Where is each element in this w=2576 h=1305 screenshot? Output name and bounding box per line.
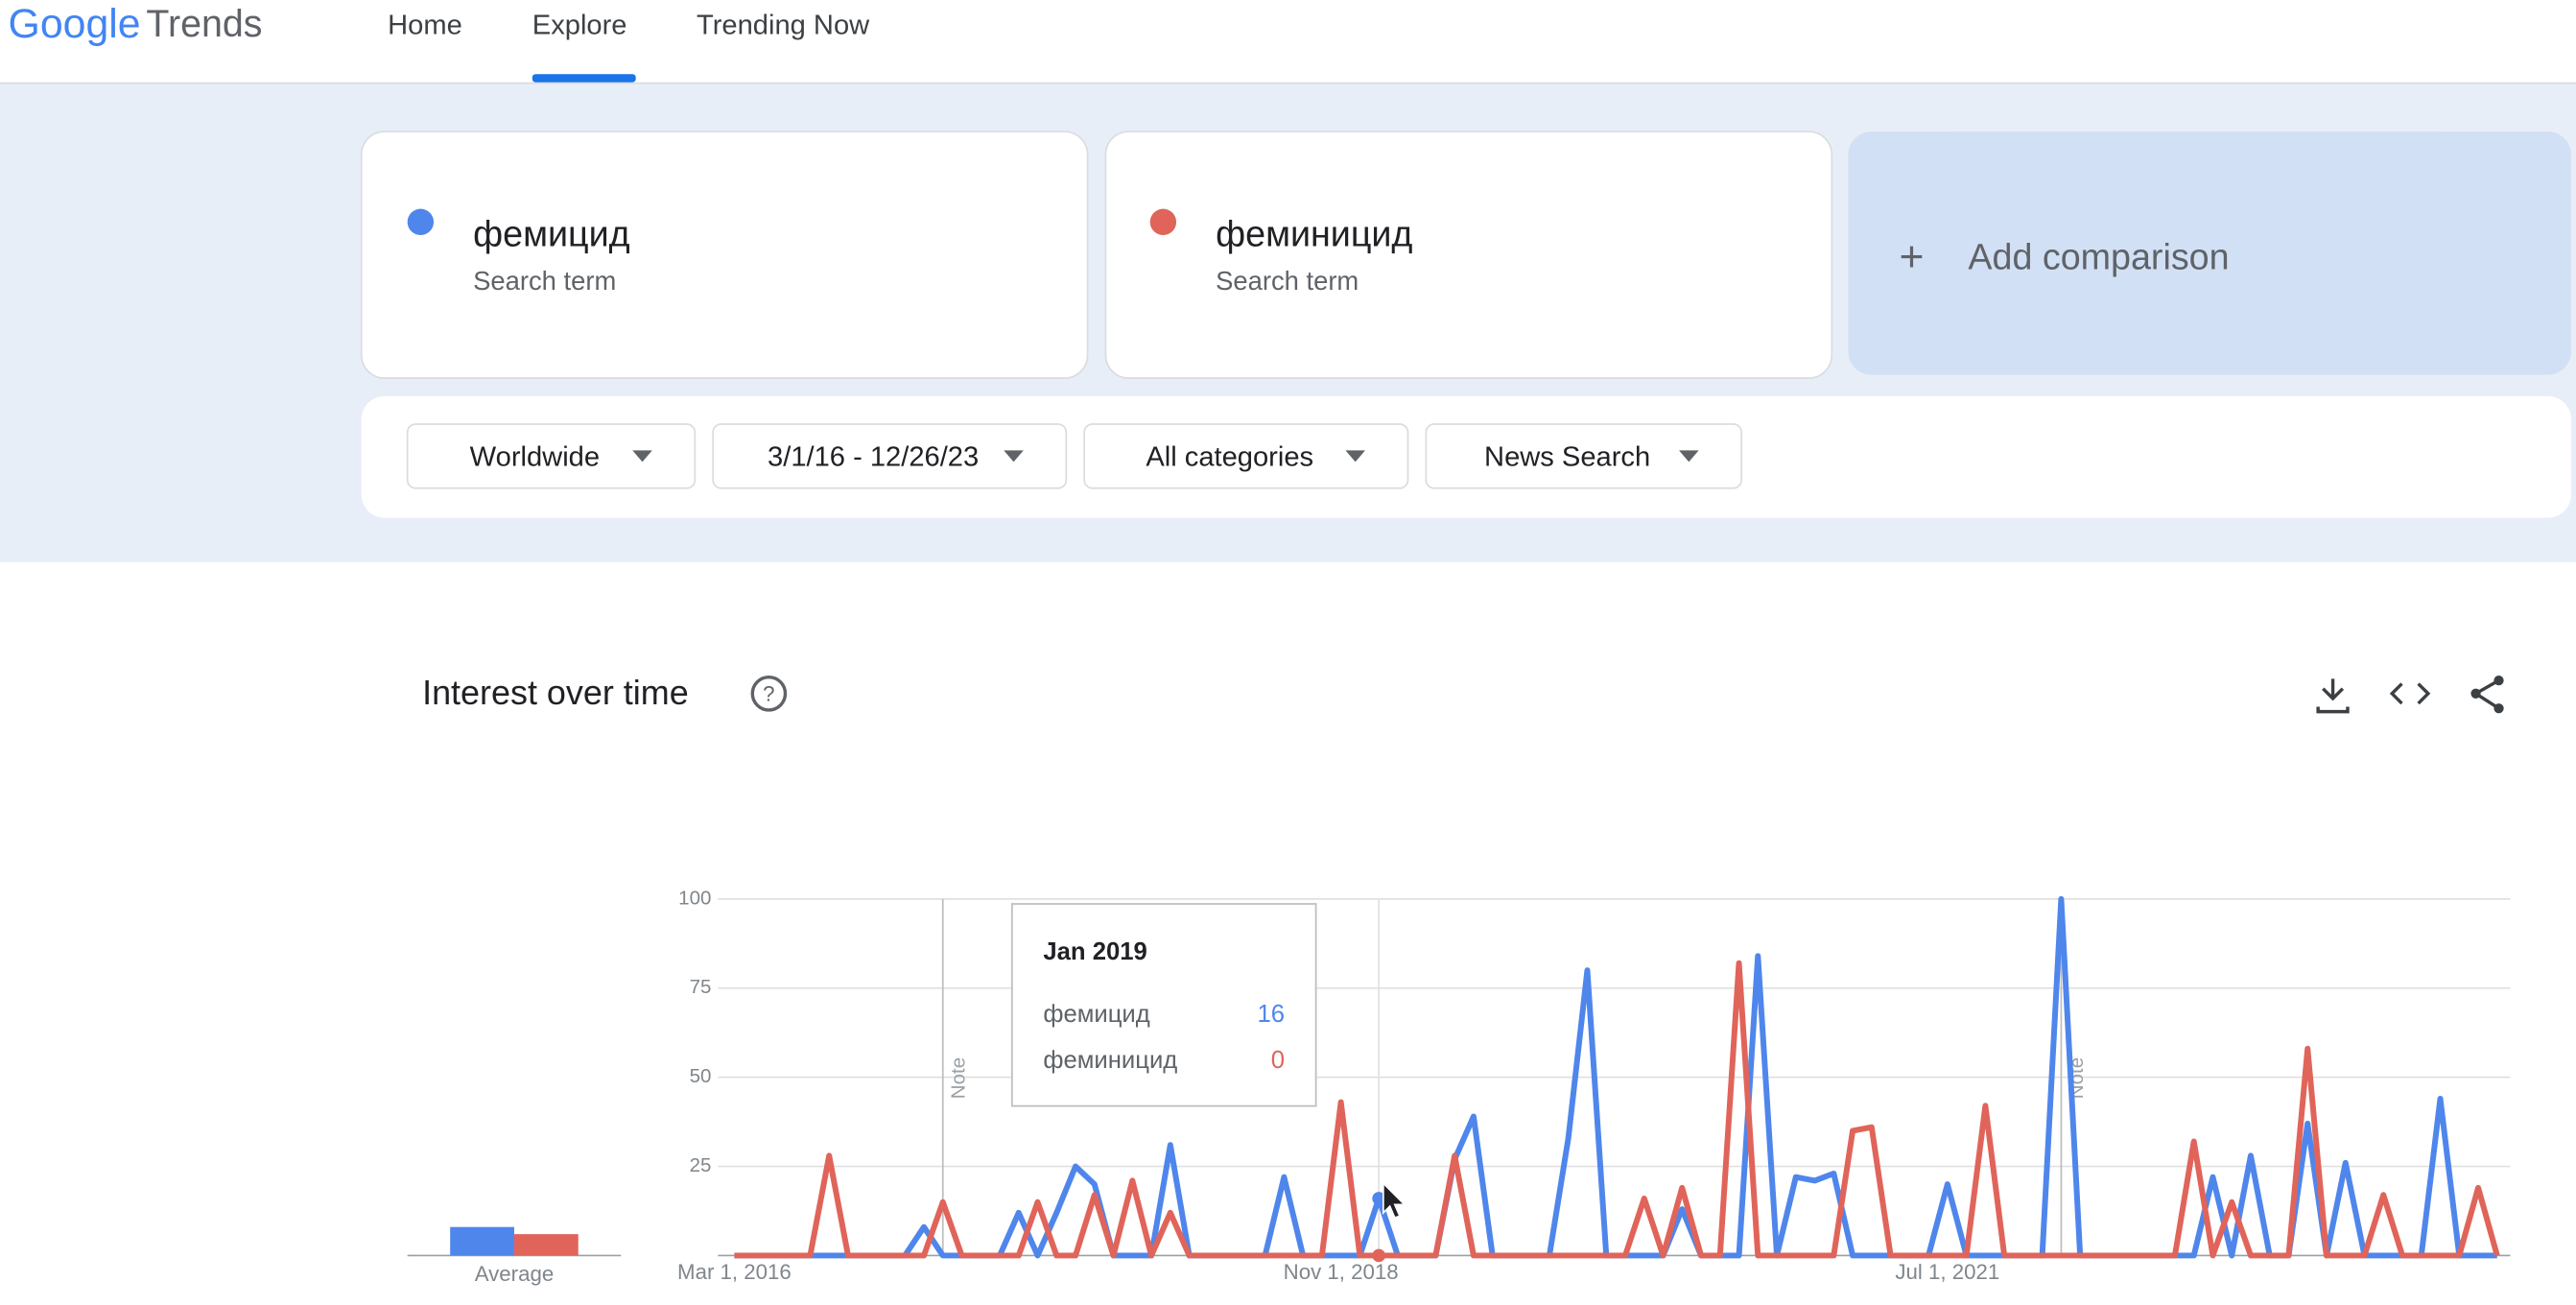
- help-icon[interactable]: [750, 675, 788, 712]
- share-icon-node: [2493, 675, 2504, 686]
- note-label: Note: [947, 1057, 969, 1099]
- plot: 25 50 75 100 Mar 1, 2016 Nov 1, 2018 Jul 1, 20…: [407, 887, 2511, 1286]
- logo-trends[interactable]: Trends: [146, 3, 262, 45]
- header-bar: [0, 0, 2576, 83]
- tooltip-name: фемицид: [1043, 1001, 1149, 1028]
- term: феминицид: [1216, 214, 1412, 254]
- download-icon[interactable]: [2316, 678, 2350, 714]
- series-line: [734, 960, 2500, 1259]
- filter-button[interactable]: [712, 423, 1068, 489]
- nav-active: [532, 74, 636, 83]
- x-tick-label: Mar 1, 2016: [677, 1260, 792, 1284]
- filters: Worldwide 3/1/16 - 12/26/23 All categories…: [406, 423, 1742, 489]
- share-icon-node: [2470, 688, 2481, 699]
- help-icon-mark: ?: [763, 681, 774, 705]
- term-type: Search term: [1216, 266, 1359, 296]
- y-tick-label: 100: [678, 887, 711, 909]
- term-type: Search term: [473, 266, 616, 296]
- tooltip-value: 16: [1258, 1001, 1286, 1028]
- filter-label: News Search: [1484, 442, 1650, 473]
- term-card[interactable]: [1104, 130, 1833, 379]
- average-bar: [513, 1234, 579, 1256]
- filter-label: 3/1/16 - 12/26/23: [768, 442, 979, 473]
- hover-point: [1372, 1248, 1386, 1263]
- tooltip-value: 0: [1271, 1047, 1285, 1074]
- term-card[interactable]: [360, 130, 1089, 379]
- cursor: [1382, 1181, 1407, 1220]
- filter-label: All categories: [1146, 442, 1313, 473]
- plus-icon: +: [1900, 234, 1925, 281]
- logo-google[interactable]: Google: [9, 1, 141, 47]
- filter-label: Worldwide: [470, 442, 600, 473]
- add-comparison: Add comparison: [1968, 237, 2229, 277]
- embed-icon[interactable]: [2389, 682, 2431, 705]
- dropdown-arrow: [1345, 450, 1365, 463]
- dropdown-arrow: [1679, 450, 1699, 463]
- y-tick-label: 25: [690, 1154, 712, 1176]
- nav-item[interactable]: Explore: [532, 10, 627, 40]
- add-comparison-card[interactable]: [1848, 131, 2571, 375]
- dropdown-arrow: [632, 450, 652, 463]
- tooltip-name: феминицид: [1043, 1047, 1177, 1074]
- filter-button[interactable]: [1083, 423, 1409, 489]
- tooltip-title: Jan 2019: [1043, 938, 1146, 965]
- term-dot: [1149, 208, 1177, 236]
- filter-button[interactable]: [406, 423, 697, 489]
- chart-card: [361, 611, 2571, 1305]
- y-tick-label: 75: [690, 976, 712, 998]
- filter-button[interactable]: [1425, 423, 1742, 489]
- dropdown-arrow: [1004, 450, 1024, 463]
- average-label: Average: [475, 1262, 554, 1286]
- term: фемицид: [473, 214, 629, 254]
- x-tick-label: Jul 1, 2021: [1895, 1260, 1999, 1284]
- y-tick-label: 50: [690, 1065, 712, 1087]
- term-dot: [407, 208, 435, 236]
- nav-item[interactable]: Trending Now: [697, 10, 870, 40]
- average-bar: [450, 1226, 514, 1256]
- nav-item[interactable]: Home: [388, 10, 462, 40]
- hover-point: [1372, 1192, 1386, 1205]
- x-tick-label: Nov 1, 2018: [1284, 1260, 1399, 1284]
- tooltip: [1010, 903, 1317, 1107]
- chart-title: Interest over time: [422, 673, 689, 712]
- share-icon-node: [2493, 703, 2504, 714]
